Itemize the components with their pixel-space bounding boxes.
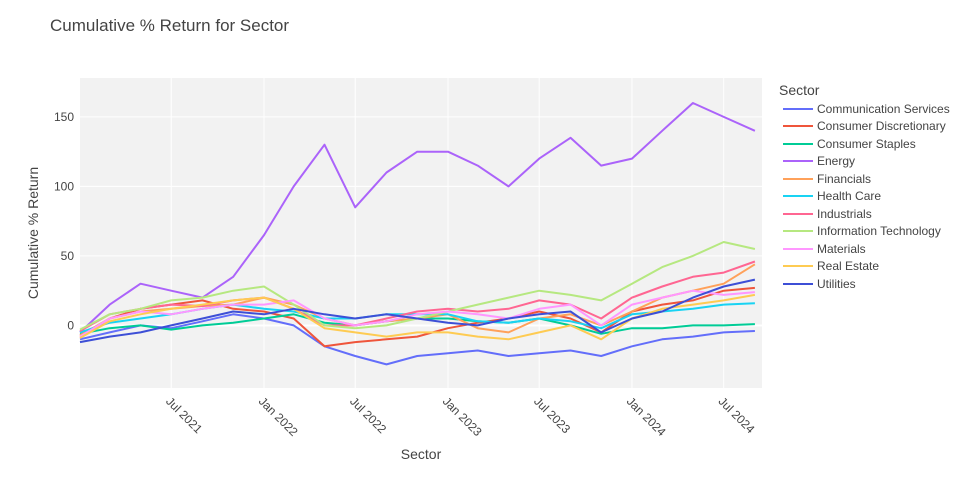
- series-lines: [79, 102, 756, 366]
- y-tick-labels: 0 50 100 150: [54, 110, 74, 333]
- y-tick-label: 0: [67, 318, 74, 332]
- legend-title: Sector: [779, 82, 820, 98]
- legend-swatch: [783, 212, 813, 215]
- legend-label: Materials: [817, 241, 866, 256]
- x-tick-label: Jul 2024: [716, 394, 758, 436]
- legend-swatch: [783, 230, 813, 233]
- y-tick-label: 50: [61, 249, 75, 263]
- y-tick-label: 150: [54, 110, 74, 124]
- legend-item[interactable]: Industrials: [783, 205, 950, 223]
- series-line: [79, 102, 756, 334]
- legend-item[interactable]: Real Estate: [783, 258, 950, 276]
- series-line: [79, 278, 756, 344]
- legend[interactable]: Communication Services Consumer Discretio…: [783, 100, 950, 293]
- legend-label: Consumer Discretionary: [817, 119, 946, 134]
- series-line: [79, 289, 755, 338]
- legend-swatch: [783, 107, 813, 110]
- series-line: [79, 313, 755, 366]
- legend-label: Information Technology: [817, 224, 941, 239]
- legend-item[interactable]: Utilities: [783, 275, 950, 293]
- y-axis-label: Cumulative % Return: [25, 167, 41, 299]
- x-tick-label: Jul 2023: [531, 394, 573, 436]
- legend-item[interactable]: Materials: [783, 240, 950, 258]
- y-tick-label: 100: [54, 179, 74, 193]
- x-tick-labels: Jul 2021 Jan 2022 Jul 2022 Jan 2023 Jul 2023…: [163, 394, 758, 439]
- legend-item[interactable]: Financials: [783, 170, 950, 188]
- legend-label: Energy: [817, 154, 856, 169]
- legend-swatch: [783, 142, 813, 145]
- legend-swatch: [783, 125, 813, 128]
- legend-label: Real Estate: [817, 259, 880, 274]
- legend-label: Communication Services: [817, 101, 950, 116]
- x-tick-label: Jul 2021: [163, 394, 205, 436]
- chart-title: Cumulative % Return for Sector: [50, 16, 290, 35]
- legend-label: Consumer Staples: [817, 136, 916, 151]
- grid-lines: [80, 78, 762, 388]
- legend-swatch: [783, 195, 813, 198]
- legend-label: Industrials: [817, 206, 872, 221]
- legend-item[interactable]: Energy: [783, 153, 950, 171]
- legend-item[interactable]: Consumer Discretionary: [783, 118, 950, 136]
- legend-swatch: [783, 282, 813, 285]
- legend-item[interactable]: Communication Services: [783, 100, 950, 118]
- legend-item[interactable]: Health Care: [783, 188, 950, 206]
- legend-swatch: [783, 265, 813, 268]
- legend-label: Health Care: [817, 189, 882, 204]
- legend-swatch: [783, 160, 813, 163]
- legend-item[interactable]: Information Technology: [783, 223, 950, 241]
- legend-swatch: [783, 177, 813, 180]
- x-tick-label: Jul 2022: [347, 394, 389, 436]
- legend-swatch: [783, 247, 813, 250]
- plot-area: [80, 78, 762, 388]
- legend-item[interactable]: Consumer Staples: [783, 135, 950, 153]
- x-tick-label: Jan 2022: [256, 394, 301, 439]
- legend-label: Utilities: [817, 276, 856, 291]
- x-tick-label: Jan 2024: [624, 394, 669, 439]
- x-tick-label: Jan 2023: [440, 394, 485, 439]
- series-line: [79, 286, 755, 348]
- legend-label: Financials: [817, 171, 872, 186]
- x-axis-label: Sector: [401, 446, 442, 462]
